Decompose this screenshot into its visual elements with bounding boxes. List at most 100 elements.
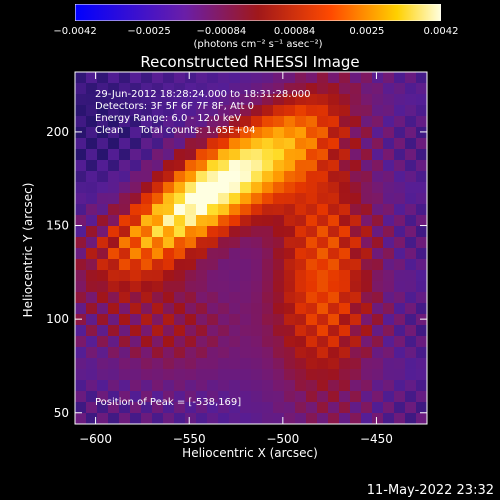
heatmap-cell bbox=[119, 94, 130, 105]
heatmap-cell bbox=[130, 138, 141, 149]
heatmap-cell bbox=[394, 303, 405, 314]
heatmap-cell bbox=[75, 226, 86, 237]
heatmap-cell bbox=[262, 160, 273, 171]
heatmap-cell bbox=[108, 72, 119, 83]
heatmap-cell bbox=[185, 292, 196, 303]
heatmap-cell bbox=[119, 336, 130, 347]
heatmap-cell bbox=[383, 292, 394, 303]
y-tick-label: 150 bbox=[46, 219, 69, 233]
heatmap-cell bbox=[251, 193, 262, 204]
heatmap-cell bbox=[207, 237, 218, 248]
heatmap-cell bbox=[108, 160, 119, 171]
heatmap-cell bbox=[119, 116, 130, 127]
heatmap-cell bbox=[207, 204, 218, 215]
heatmap-cell bbox=[339, 336, 350, 347]
heatmap-cell bbox=[240, 270, 251, 281]
heatmap-cell bbox=[262, 116, 273, 127]
heatmap-cell bbox=[130, 358, 141, 369]
heatmap-cell bbox=[130, 226, 141, 237]
heatmap-cell bbox=[372, 72, 383, 83]
heatmap-cell bbox=[328, 83, 339, 94]
heatmap-cell bbox=[163, 127, 174, 138]
heatmap-cell bbox=[339, 160, 350, 171]
heatmap-cell bbox=[108, 391, 119, 402]
counts-label: Clean Total counts: 1.65E+04 bbox=[95, 125, 256, 136]
heatmap-cell bbox=[416, 171, 427, 182]
heatmap-cell bbox=[273, 325, 284, 336]
heatmap-cell bbox=[416, 270, 427, 281]
heatmap-cell bbox=[273, 105, 284, 116]
heatmap-cell bbox=[416, 259, 427, 270]
heatmap-cell bbox=[86, 347, 97, 358]
heatmap-cell bbox=[207, 138, 218, 149]
heatmap-cell bbox=[229, 391, 240, 402]
heatmap-cell bbox=[317, 72, 328, 83]
heatmap-cell bbox=[207, 116, 218, 127]
heatmap-cell bbox=[229, 369, 240, 380]
heatmap-cell bbox=[317, 116, 328, 127]
heatmap-cell bbox=[152, 336, 163, 347]
heatmap-cell bbox=[251, 105, 262, 116]
heatmap-cell bbox=[141, 303, 152, 314]
heatmap-cell bbox=[328, 182, 339, 193]
heatmap-cell bbox=[262, 127, 273, 138]
heatmap-cell bbox=[328, 314, 339, 325]
heatmap-cell bbox=[196, 149, 207, 160]
heatmap-cell bbox=[75, 336, 86, 347]
heatmap-cell bbox=[317, 358, 328, 369]
heatmap-cell bbox=[284, 358, 295, 369]
heatmap-cell bbox=[306, 336, 317, 347]
heatmap-cell bbox=[141, 105, 152, 116]
heatmap-cell bbox=[416, 160, 427, 171]
heatmap-cell bbox=[196, 391, 207, 402]
heatmap-cell bbox=[86, 204, 97, 215]
heatmap-cell bbox=[284, 402, 295, 413]
heatmap-cell bbox=[207, 193, 218, 204]
heatmap-cell bbox=[108, 369, 119, 380]
heatmap-cell bbox=[262, 413, 273, 424]
heatmap-cell bbox=[350, 204, 361, 215]
heatmap-cell bbox=[185, 160, 196, 171]
heatmap-cell bbox=[262, 204, 273, 215]
heatmap-cell bbox=[317, 391, 328, 402]
heatmap-cell bbox=[328, 413, 339, 424]
heatmap-cell bbox=[284, 226, 295, 237]
heatmap-cell bbox=[229, 72, 240, 83]
colorbar bbox=[75, 4, 441, 21]
heatmap-cell bbox=[339, 248, 350, 259]
heatmap-cell bbox=[86, 369, 97, 380]
heatmap-cell bbox=[339, 116, 350, 127]
heatmap-cell bbox=[97, 116, 108, 127]
heatmap-cell bbox=[350, 347, 361, 358]
heatmap-cell bbox=[372, 226, 383, 237]
heatmap-cell bbox=[273, 292, 284, 303]
heatmap-cell bbox=[295, 72, 306, 83]
heatmap-cell bbox=[97, 237, 108, 248]
heatmap-cell bbox=[218, 314, 229, 325]
heatmap-cell bbox=[372, 248, 383, 259]
heatmap-cell bbox=[295, 182, 306, 193]
heatmap-cell bbox=[207, 413, 218, 424]
heatmap-cell bbox=[350, 380, 361, 391]
heatmap-cell bbox=[218, 160, 229, 171]
heatmap-cell bbox=[130, 402, 141, 413]
heatmap-cell bbox=[273, 391, 284, 402]
heatmap-cell bbox=[405, 413, 416, 424]
heatmap-cell bbox=[141, 325, 152, 336]
heatmap-cell bbox=[163, 347, 174, 358]
heatmap-cell bbox=[119, 270, 130, 281]
heatmap-cell bbox=[163, 303, 174, 314]
y-tick-label: 50 bbox=[54, 406, 69, 420]
heatmap-cell bbox=[394, 105, 405, 116]
heatmap-cell bbox=[185, 149, 196, 160]
heatmap-cell bbox=[196, 171, 207, 182]
y-tick-label: 200 bbox=[46, 125, 69, 139]
heatmap-cell bbox=[97, 171, 108, 182]
heatmap-cell bbox=[163, 314, 174, 325]
heatmap-cell bbox=[251, 292, 262, 303]
heatmap-cell bbox=[284, 380, 295, 391]
heatmap-cell bbox=[383, 193, 394, 204]
heatmap-cell bbox=[196, 325, 207, 336]
heatmap-cell bbox=[328, 215, 339, 226]
heatmap-cell bbox=[108, 292, 119, 303]
